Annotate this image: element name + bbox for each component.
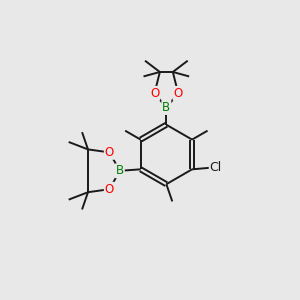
Text: Cl: Cl (210, 161, 222, 174)
Text: O: O (174, 87, 183, 100)
Text: B: B (116, 164, 124, 177)
Text: O: O (105, 183, 114, 196)
Text: O: O (105, 146, 114, 159)
Text: O: O (150, 87, 159, 100)
Text: B: B (162, 101, 170, 114)
